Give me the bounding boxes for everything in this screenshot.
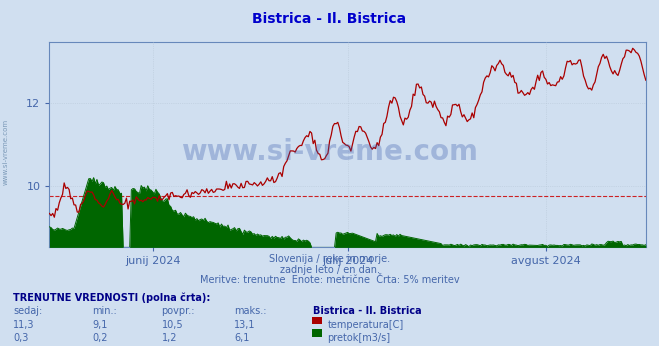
Text: pretok[m3/s]: pretok[m3/s] — [328, 333, 391, 343]
Text: Bistrica - Il. Bistrica: Bistrica - Il. Bistrica — [252, 12, 407, 26]
Text: maks.:: maks.: — [234, 306, 266, 316]
Text: 11,3: 11,3 — [13, 320, 35, 330]
Text: temperatura[C]: temperatura[C] — [328, 320, 404, 330]
Text: www.si-vreme.com: www.si-vreme.com — [2, 119, 9, 185]
Text: TRENUTNE VREDNOSTI (polna črta):: TRENUTNE VREDNOSTI (polna črta): — [13, 292, 211, 303]
Text: 1,2: 1,2 — [161, 333, 177, 343]
Text: 10,5: 10,5 — [161, 320, 183, 330]
Text: 0,3: 0,3 — [13, 333, 28, 343]
Text: 6,1: 6,1 — [234, 333, 249, 343]
Text: 0,2: 0,2 — [92, 333, 108, 343]
Text: povpr.:: povpr.: — [161, 306, 195, 316]
Text: 9,1: 9,1 — [92, 320, 107, 330]
Text: min.:: min.: — [92, 306, 117, 316]
Text: Slovenija / reke in morje.: Slovenija / reke in morje. — [269, 254, 390, 264]
Text: 13,1: 13,1 — [234, 320, 256, 330]
Text: sedaj:: sedaj: — [13, 306, 42, 316]
Text: Bistrica - Il. Bistrica: Bistrica - Il. Bistrica — [313, 306, 422, 316]
Text: zadnje leto / en dan.: zadnje leto / en dan. — [279, 265, 380, 275]
Text: www.si-vreme.com: www.si-vreme.com — [181, 138, 478, 166]
Text: Meritve: trenutne  Enote: metrične  Črta: 5% meritev: Meritve: trenutne Enote: metrične Črta: … — [200, 275, 459, 285]
